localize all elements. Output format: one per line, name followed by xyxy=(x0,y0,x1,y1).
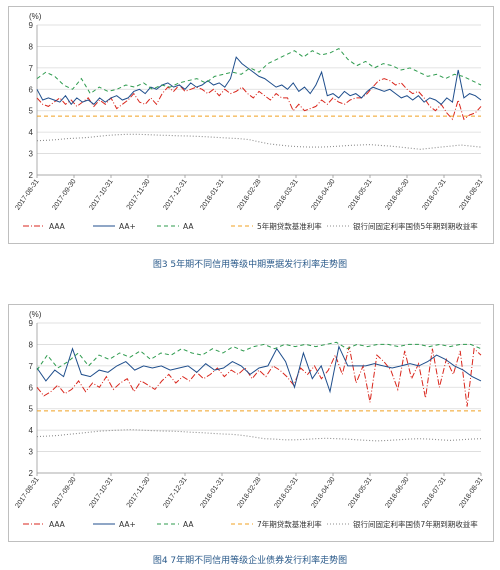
y-tick-label-3: 3 xyxy=(29,448,34,457)
legend-label-1: AA+ xyxy=(119,222,136,231)
legend-label-0: AAA xyxy=(49,520,66,529)
x-tick-label: 2018-01-31 xyxy=(199,476,225,509)
y-tick-label-7: 7 xyxy=(29,362,34,371)
x-tick-label: 2017-09-30 xyxy=(51,178,77,211)
y-tick-label-3: 3 xyxy=(29,150,34,159)
legend-label-1: AA+ xyxy=(119,520,136,529)
x-tick-label: 2018-06-30 xyxy=(384,476,410,509)
y-tick-label-9: 9 xyxy=(29,21,34,30)
x-tick-label: 2017-12-31 xyxy=(162,476,188,509)
x-tick-label: 2018-07-31 xyxy=(421,476,447,509)
figure-caption-7y: 图4 7年期不同信用等级企业债券发行利率走势图 xyxy=(152,556,348,566)
legend-label-2: AA xyxy=(183,222,194,231)
y-tick-label-6: 6 xyxy=(29,383,34,392)
chart-5y-svg: (%) 2 3 4 5 6 7 8 9 2017-08-31 2017-09-30 2017-10-3… xyxy=(14,12,484,231)
x-tick-label: 2018-03-31 xyxy=(273,476,299,509)
y-tick-label-7: 7 xyxy=(29,64,34,73)
x-tick-label: 2017-10-31 xyxy=(88,476,114,509)
x-tick-label: 2018-03-31 xyxy=(273,178,299,211)
x-tick-label: 2017-11-30 xyxy=(126,178,152,211)
y-tick-label-5: 5 xyxy=(29,405,34,414)
x-tick-label: 2018-02-28 xyxy=(236,476,262,509)
series-line-2 xyxy=(36,47,482,95)
y-tick-label-5: 5 xyxy=(29,107,34,116)
x-tick-label: 2017-08-31 xyxy=(14,476,40,509)
y-tick-label-2: 2 xyxy=(29,469,34,478)
x-tick-label: 2017-08-31 xyxy=(14,178,40,211)
y-unit-label: (%) xyxy=(29,310,42,319)
legend-label-4: 银行间固定利率国债5年期到期收益率 xyxy=(353,221,478,231)
x-tick-label: 2017-09-30 xyxy=(51,476,77,509)
chart-panel-7y: (%) 2 3 4 5 6 7 8 9 2017-08-31 2017-09-30 2017-10-3… xyxy=(8,304,494,542)
x-tick-label: 2018-05-31 xyxy=(347,476,373,509)
x-tick-label: 2018-08-31 xyxy=(458,476,484,509)
y-tick-label-4: 4 xyxy=(29,426,34,435)
x-tick-label: 2018-04-30 xyxy=(310,476,336,509)
series-line-0 xyxy=(36,346,482,407)
x-tick-label: 2017-12-31 xyxy=(162,178,188,211)
x-tick-label: 2018-02-28 xyxy=(236,178,262,211)
y-tick-label-6: 6 xyxy=(29,85,34,94)
y-unit-label: (%) xyxy=(29,12,42,21)
y-tick-label-8: 8 xyxy=(29,340,34,349)
legend-label-2: AA xyxy=(183,520,194,529)
x-tick-label: 2018-04-30 xyxy=(310,178,336,211)
x-tick-label: 2018-01-31 xyxy=(199,178,225,211)
chart-7y-svg: (%) 2 3 4 5 6 7 8 9 2017-08-31 2017-09-30 2017-10-3… xyxy=(14,310,484,529)
x-tick-label: 2018-08-31 xyxy=(458,178,484,211)
y-tick-label-9: 9 xyxy=(29,319,34,328)
series-line-4 xyxy=(36,133,482,150)
y-tick-label-4: 4 xyxy=(29,128,34,137)
chart-panel-5y: (%) 2 3 4 5 6 7 8 9 2017-08-31 2017-09-30 2017-10-3… xyxy=(8,6,494,244)
series-line-1 xyxy=(36,56,482,106)
series-line-4 xyxy=(36,429,482,442)
figure-caption-5y: 图3 5年期不同信用等级中期票据发行利率走势图 xyxy=(152,260,348,270)
x-tick-label: 2017-10-31 xyxy=(88,178,114,211)
x-tick-label: 2018-05-31 xyxy=(347,178,373,211)
legend-label-4: 银行间固定利率国债7年期到期收益率 xyxy=(353,519,478,529)
series-line-1 xyxy=(36,344,482,394)
legend-label-3: 5年期贷款基准利率 xyxy=(257,221,322,231)
x-tick-label: 2018-06-30 xyxy=(384,178,410,211)
x-tick-label: 2017-11-30 xyxy=(126,476,152,509)
y-tick-label-8: 8 xyxy=(29,42,34,51)
x-tick-label: 2018-07-31 xyxy=(421,178,447,211)
legend-label-0: AAA xyxy=(49,222,66,231)
legend-label-3: 7年期贷款基准利率 xyxy=(257,519,322,529)
y-tick-label-2: 2 xyxy=(29,171,34,180)
